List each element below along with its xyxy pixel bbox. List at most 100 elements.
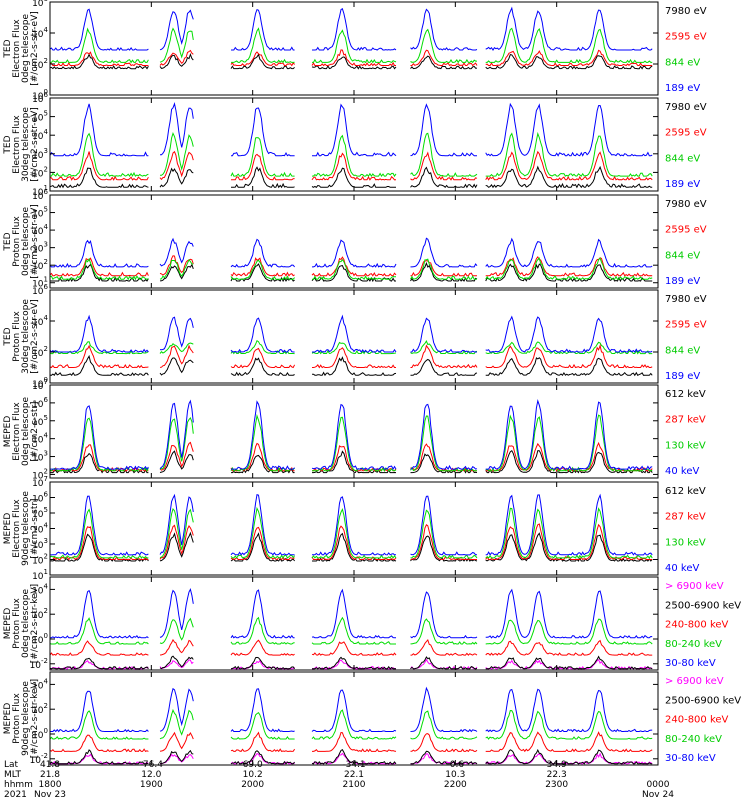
series-trace-3-4 (50, 238, 658, 267)
legend-label: 287 keV (665, 512, 706, 523)
legend-label: 130 keV (665, 537, 706, 548)
legend-label: 844 eV (665, 250, 700, 261)
series-trace-7-5 (50, 589, 658, 637)
legend-label: 844 eV (665, 57, 700, 68)
legend-label: 7980 eV (665, 199, 707, 210)
time-axis-value: Nov 24 (642, 790, 674, 800)
panel-frame (49, 1, 659, 96)
y-axis-label: TED (3, 232, 13, 251)
time-axis-value: 1900 (140, 780, 163, 790)
panel-8: > 6900 keV 2500-6900 keV 240-800 keV 80-240… (3, 671, 741, 766)
panel-frame (49, 289, 659, 384)
y-axis-label: Electron Flux (12, 115, 22, 174)
y-tick-label: 101 (32, 568, 48, 582)
legend-label: > 6900 keV (665, 676, 724, 687)
time-axis-value: -0.6 (447, 760, 465, 770)
legend-label: 7980 eV (665, 6, 707, 17)
series-trace-8-3 (50, 732, 658, 751)
time-axis-value: 34.9 (547, 760, 567, 770)
legend-label: 7980 eV (665, 294, 707, 305)
time-axis-value: 69.0 (243, 760, 263, 770)
panel-7: > 6900 keV 2500-6900 keV 240-800 keV 80-240… (3, 576, 741, 671)
y-axis-label: MEPED (3, 513, 13, 545)
time-axis-value: -34.1 (342, 760, 365, 770)
legend-label: 240-800 keV (665, 715, 729, 726)
legend-label: 80-240 keV (665, 639, 722, 650)
y-axis-label: MEPED (3, 416, 13, 448)
time-axis-value: 41.8 (40, 760, 60, 770)
series-trace-8-5 (50, 688, 658, 731)
time-axis-value: 12.0 (141, 770, 161, 780)
time-axis-value: 0000 (647, 780, 670, 790)
time-axis-value: 2000 (241, 780, 264, 790)
axis-row-label: Lat (4, 760, 19, 770)
axis-row-label: hhmm (4, 780, 33, 790)
panel-frame (49, 384, 659, 479)
legend-label: 7980 eV (665, 102, 707, 113)
legend-label: 2595 eV (665, 32, 707, 43)
series-trace-5-3 (50, 415, 658, 471)
legend-label: 287 keV (665, 415, 706, 426)
legend-label: 612 keV (665, 389, 706, 400)
time-axis-value: 2200 (444, 780, 467, 790)
series-trace-1-2 (50, 50, 658, 66)
legend-label: 2595 eV (665, 225, 707, 236)
legend-label: 612 keV (665, 486, 706, 497)
legend-label: 2500-6900 keV (665, 600, 741, 611)
y-axis-label: Electron Flux (12, 402, 22, 461)
time-axis-value: 2300 (545, 780, 568, 790)
series-trace-1-3 (50, 28, 658, 62)
series-trace-7-3 (50, 640, 658, 655)
legend-label: 189 eV (665, 179, 700, 190)
y-axis-label: Electron Flux (12, 19, 22, 78)
series-trace-6-3 (50, 508, 658, 558)
y-axis-label: 0deg telescope (21, 589, 31, 659)
time-axis-value: 2100 (343, 780, 366, 790)
legend-label: 30-80 keV (665, 753, 716, 764)
legend-label: 189 eV (665, 371, 700, 382)
y-axis-label: 90deg telescope (21, 681, 31, 756)
y-axis-label: 0deg telescope (21, 14, 31, 84)
y-axis-label: [#/cm2-s-str-eV] (30, 107, 40, 182)
series-trace-6-4 (50, 495, 658, 555)
y-axis-label: [#/cm2-s-str-keV] (30, 584, 40, 663)
series-trace-2-4 (50, 104, 658, 156)
legend-label: 189 eV (665, 83, 700, 94)
series-trace-5-4 (50, 401, 658, 469)
y-axis-label: Proton Flux (12, 216, 22, 267)
y-axis-label: Electron Flux (12, 499, 22, 558)
legend-label: 2595 eV (665, 320, 707, 331)
y-tick-label: 106 (32, 0, 48, 9)
time-axis-value: 21.8 (40, 770, 60, 780)
time-axis-value: 10.2 (243, 770, 263, 780)
legend-label: 130 keV (665, 440, 706, 451)
time-axis-value: -76.4 (140, 760, 164, 770)
legend-label: 80-240 keV (665, 734, 722, 745)
time-axis-value: 1800 (39, 780, 62, 790)
legend-label: 40 keV (665, 466, 699, 477)
y-axis-label: MEPED (3, 703, 13, 735)
legend-label: 2595 eV (665, 128, 707, 139)
y-axis-label: 0deg telescope (21, 207, 31, 277)
time-axis-value: 22.3 (547, 770, 567, 780)
legend-label: 844 eV (665, 153, 700, 164)
legend-label: 189 eV (665, 276, 700, 287)
y-axis-label: TED (3, 39, 13, 58)
panel-frame (49, 97, 659, 192)
panel-frame (49, 194, 659, 289)
series-trace-1-4 (50, 8, 658, 50)
y-axis-label: MEPED (3, 608, 13, 640)
y-axis-label: [#/cm2-s-str-keV] (30, 679, 40, 758)
series-trace-4-4 (50, 316, 658, 352)
y-axis-label: Proton Flux (12, 693, 22, 744)
y-axis-label: 30deg telescope (21, 107, 31, 182)
y-axis-label: [#/cm2-s-str-eV] (30, 11, 40, 86)
time-axis-value: 10.3 (445, 770, 465, 780)
axis-row-label: 2021 (4, 790, 27, 800)
panel-frame (49, 576, 659, 671)
y-axis-label: TED (3, 135, 13, 154)
